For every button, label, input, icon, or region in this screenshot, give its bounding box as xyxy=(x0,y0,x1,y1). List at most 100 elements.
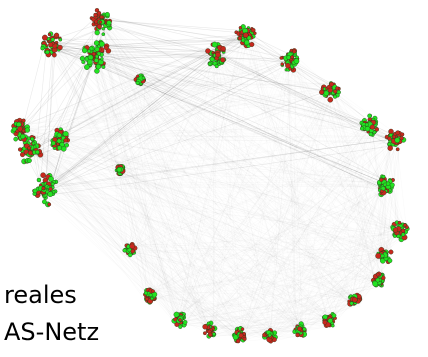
graph-node xyxy=(379,177,384,182)
graph-node xyxy=(280,62,284,66)
graph-node xyxy=(36,177,42,183)
graph-node xyxy=(47,202,52,207)
graph-node xyxy=(96,24,102,30)
graph-node xyxy=(360,126,365,131)
graph-node xyxy=(127,252,133,258)
graph-node xyxy=(364,125,371,132)
graph-node xyxy=(31,141,36,146)
graph-node xyxy=(329,81,334,87)
graph-edge xyxy=(53,42,383,189)
graph-edge xyxy=(54,53,90,135)
graph-node xyxy=(243,32,249,38)
graph-node xyxy=(215,52,221,58)
graph-node xyxy=(27,146,32,151)
graph-node xyxy=(35,149,40,155)
graph-node xyxy=(352,297,358,303)
graph-edge xyxy=(102,19,241,34)
graph-edge xyxy=(220,48,296,65)
graph-edge xyxy=(38,63,284,187)
graph-node xyxy=(101,64,106,69)
graph-edge xyxy=(55,42,215,53)
graph-node xyxy=(286,55,291,60)
graph-node xyxy=(297,326,302,332)
graph-node xyxy=(372,280,379,287)
graph-node xyxy=(375,277,381,283)
graph-node xyxy=(26,158,32,164)
graph-node xyxy=(130,248,136,254)
graph-node xyxy=(249,42,255,48)
graph-edge xyxy=(95,16,244,42)
graph-node xyxy=(41,186,46,191)
graph-edge xyxy=(44,49,56,194)
graph-node xyxy=(93,12,98,18)
graph-node xyxy=(59,142,65,148)
graph-edge xyxy=(58,15,99,51)
graph-edge xyxy=(214,55,390,134)
graph-node xyxy=(42,34,48,41)
graph-edge xyxy=(218,52,389,145)
graph-edge xyxy=(58,48,337,93)
graph-node xyxy=(99,41,105,47)
graph-node xyxy=(95,63,102,70)
graph-node xyxy=(285,62,291,69)
graph-node xyxy=(364,122,369,127)
graph-edge xyxy=(23,16,107,124)
graph-node xyxy=(331,313,337,318)
graph-edge xyxy=(49,61,212,187)
graph-edge xyxy=(47,48,98,193)
graph-node xyxy=(17,126,23,132)
graph-node xyxy=(87,49,92,54)
graph-node xyxy=(48,176,54,182)
graph-edge xyxy=(41,138,393,189)
graph-node xyxy=(100,57,104,61)
graph-node xyxy=(45,49,50,55)
graph-node xyxy=(367,113,372,119)
graph-node xyxy=(94,19,99,24)
graph-node xyxy=(235,338,241,344)
graph-node xyxy=(53,32,60,38)
graph-node xyxy=(135,80,140,85)
graph-node xyxy=(122,248,127,253)
graph-edge xyxy=(15,31,245,130)
graph-node xyxy=(322,320,328,325)
graph-node xyxy=(50,182,55,187)
graph-node xyxy=(81,47,88,54)
graph-node xyxy=(51,52,57,58)
graph-node xyxy=(47,32,52,37)
graph-edge xyxy=(36,26,108,146)
graph-node xyxy=(212,332,216,336)
graph-node xyxy=(40,46,45,51)
graph-edge xyxy=(53,45,379,187)
graph-node xyxy=(279,56,284,60)
graph-node xyxy=(57,145,63,151)
graph-node xyxy=(30,136,35,142)
graph-node xyxy=(63,138,68,143)
graph-node xyxy=(238,332,244,338)
graph-node xyxy=(94,46,100,52)
graph-node xyxy=(42,199,47,205)
graph-node xyxy=(293,58,300,64)
graph-node xyxy=(150,296,154,301)
graph-node xyxy=(96,10,102,16)
graph-node xyxy=(207,332,213,337)
graph-node xyxy=(91,51,96,56)
graph-node xyxy=(94,57,99,63)
graph-edge xyxy=(49,38,241,42)
graph-node xyxy=(244,39,250,46)
graph-edge xyxy=(89,50,382,186)
graph-node xyxy=(253,31,257,35)
graph-node xyxy=(24,127,31,133)
graph-edge xyxy=(38,45,54,195)
graph-node xyxy=(349,301,354,306)
graph-node xyxy=(48,42,54,48)
graph-node xyxy=(401,228,406,233)
graph-node xyxy=(292,49,297,54)
graph-node xyxy=(214,64,219,69)
graph-node xyxy=(242,336,247,341)
graph-node xyxy=(57,44,63,51)
graph-node xyxy=(288,67,292,71)
graph-node xyxy=(333,94,338,99)
graph-node xyxy=(95,54,99,59)
graph-node xyxy=(323,90,329,97)
graph-edge xyxy=(45,49,220,191)
